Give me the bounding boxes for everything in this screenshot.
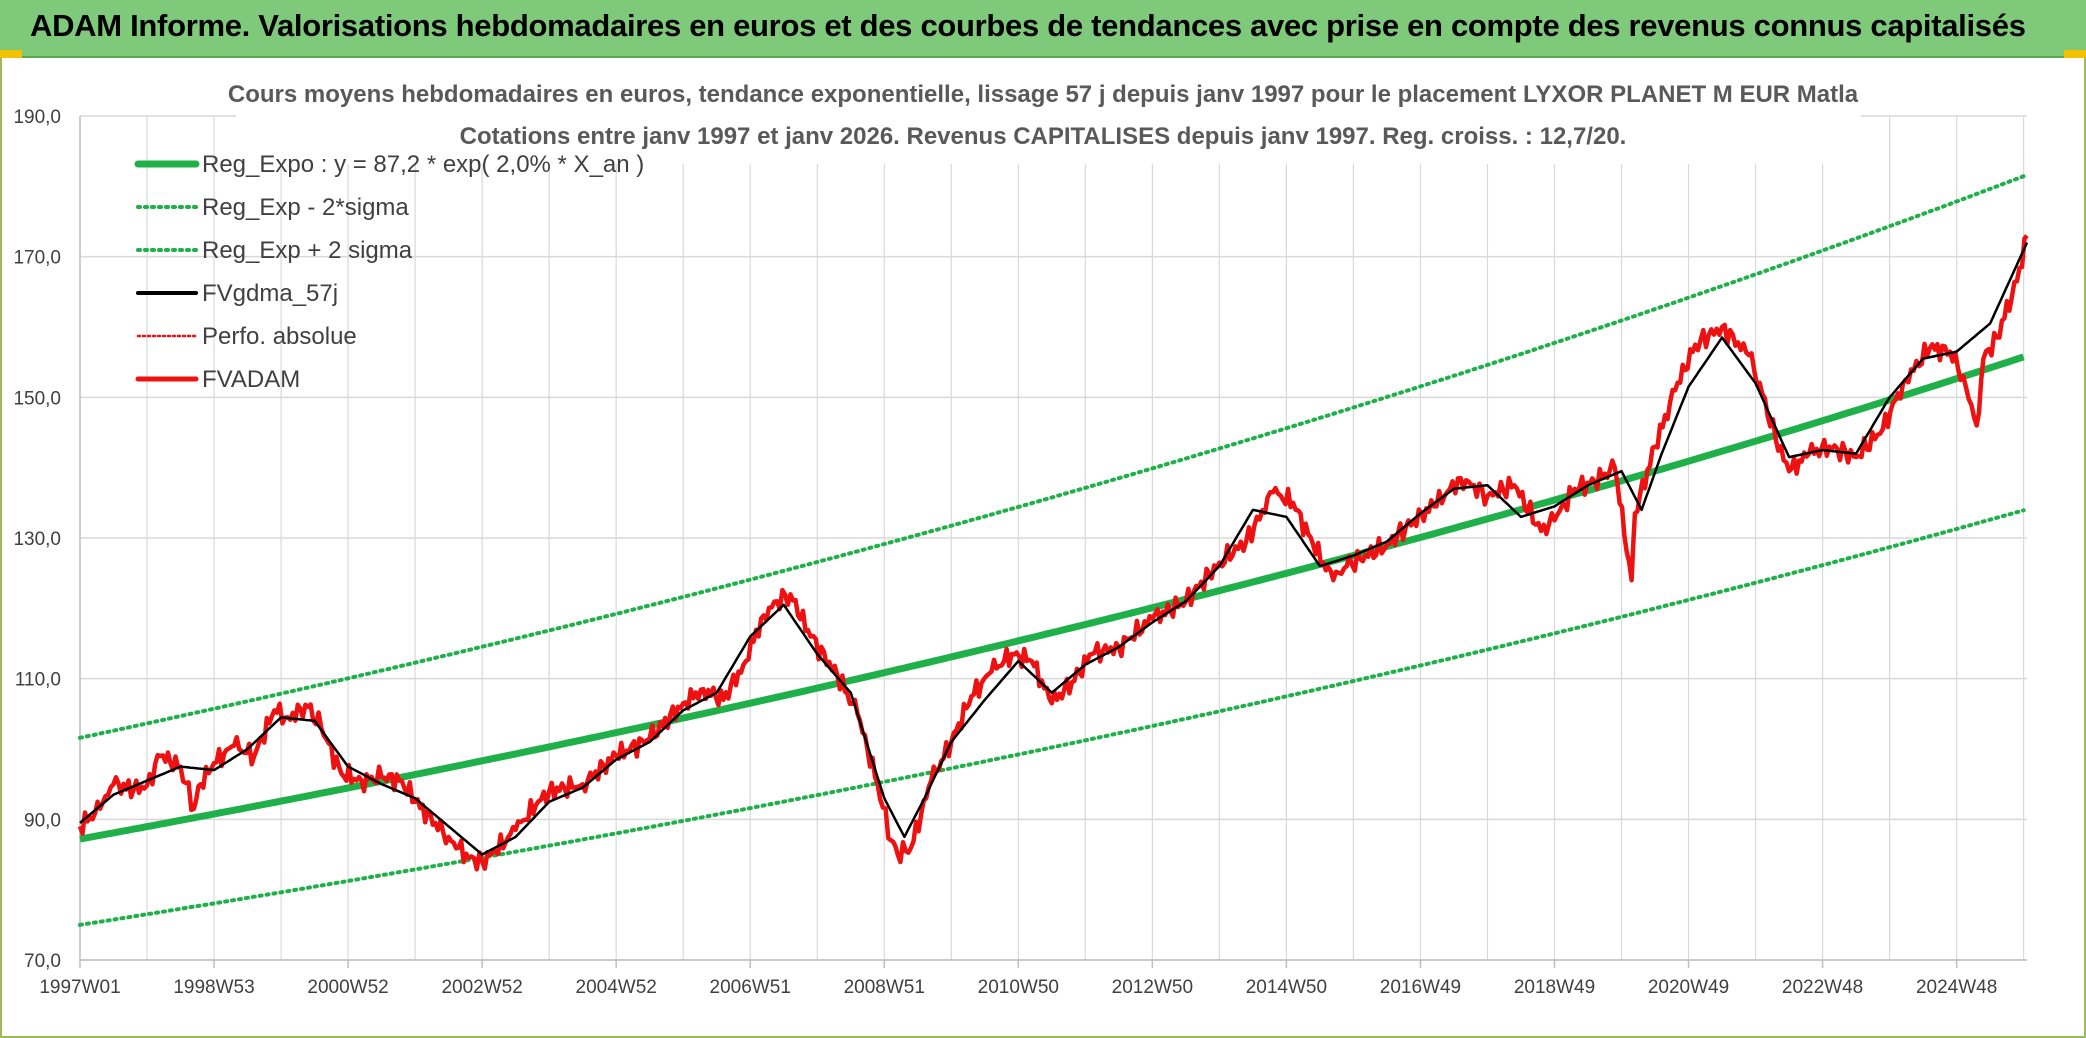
page-title: ADAM Informe. Valorisations hebdomadaire… — [30, 8, 2026, 43]
x-tick-label: 2012W50 — [1112, 977, 1193, 998]
x-tick-label: 2024W48 — [1916, 977, 1997, 998]
y-tick-label: 90,0 — [24, 810, 61, 831]
legend-label-reg_lo: Reg_Exp - 2*sigma — [202, 194, 409, 221]
header-banner: ADAM Informe. Valorisations hebdomadaire… — [0, 0, 2086, 58]
series-reg-plus-2sigma — [78, 174, 2026, 740]
corner-marker-right — [2064, 50, 2086, 58]
series-reg-expo — [79, 353, 2025, 843]
legend: Reg_Expo : y = 87,2 * exp( 2,0% * X_an )… — [134, 151, 644, 393]
x-tick-label: 2016W49 — [1380, 977, 1461, 998]
chart-subtitle: Cotations entre janv 1997 et janv 2026. … — [460, 123, 1627, 150]
x-tick-label: 2008W51 — [844, 977, 925, 998]
x-tick-label: 2018W49 — [1514, 977, 1595, 998]
y-tick-label: 170,0 — [13, 248, 61, 269]
title-background — [236, 64, 1861, 164]
x-tick-label: 2010W50 — [978, 977, 1059, 998]
y-tick-label: 150,0 — [13, 388, 61, 409]
x-tick-label: 2014W50 — [1246, 977, 1327, 998]
legend-label-reg_hi: Reg_Exp + 2 sigma — [202, 237, 413, 264]
x-tick-label: 1997W01 — [39, 977, 120, 998]
x-tick-label: 2022W48 — [1782, 977, 1863, 998]
x-tick-label: 2000W52 — [307, 977, 388, 998]
y-tick-label: 110,0 — [15, 670, 61, 691]
x-tick-label: 2002W52 — [441, 977, 522, 998]
axes-layer: 70,0 90,0 110,0 130,0 150,0 170,0 190,0 1997W01… — [13, 107, 2027, 998]
chart-title: Cours moyens hebdomadaires en euros, ten… — [228, 81, 1859, 108]
x-tick-label: 2020W49 — [1648, 977, 1729, 998]
series-layer — [77, 174, 2029, 927]
legend-label-mma: FVgdma_57j — [202, 280, 338, 307]
series-fvadam — [77, 234, 2029, 872]
series-reg-minus-2sigma — [78, 508, 2026, 927]
legend-label-perfo: Perfo. absolue — [202, 323, 357, 350]
y-tick-label: 190,0 — [13, 107, 61, 128]
legend-label-reg: Reg_Expo : y = 87,2 * exp( 2,0% * X_an ) — [202, 151, 644, 178]
title-layer: Cours moyens hebdomadaires en euros, ten… — [228, 64, 1861, 164]
y-tick-label: 70,0 — [24, 951, 61, 972]
x-tick-label: 2004W52 — [576, 977, 657, 998]
corner-marker-left — [0, 50, 22, 58]
y-tick-label: 130,0 — [13, 529, 61, 550]
x-tick-label: 2006W51 — [710, 977, 791, 998]
chart-area: 70,0 90,0 110,0 130,0 150,0 170,0 190,0 1997W01… — [13, 64, 2029, 998]
x-tick-label: 1998W53 — [173, 977, 254, 998]
legend-label-fvadam: FVADAM — [202, 366, 300, 393]
series-fvgdma-57j — [79, 242, 2029, 856]
